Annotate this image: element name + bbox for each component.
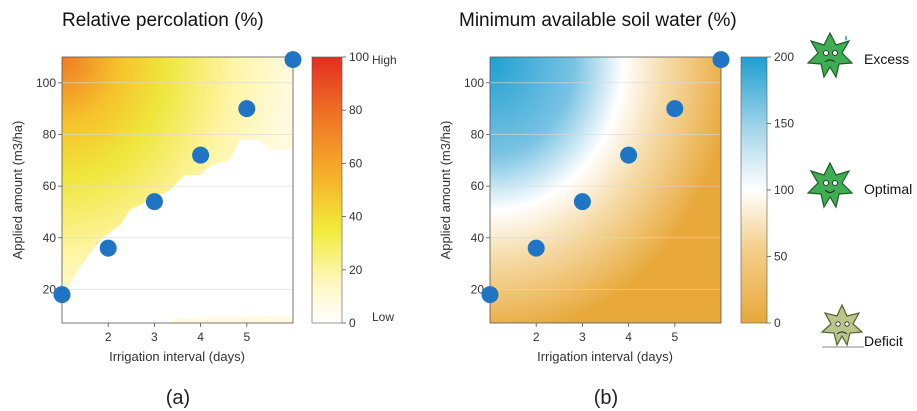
chart-a-bottom-band (170, 316, 293, 323)
chart-b-ticks: 20 40 60 80 100 2 3 4 5 (464, 76, 678, 344)
colorbar-tick-label: 60 (349, 156, 363, 170)
chart-b: Minimum available soil water (%) 2040608… (438, 10, 912, 409)
chart-b-sublabel: (b) (594, 387, 618, 409)
colorbar-tick-label: 50 (774, 250, 788, 264)
leaf-deficit-icon (820, 303, 864, 348)
data-point (620, 146, 638, 164)
chart-a: Relative percolation (%) 20 40 60 80 100 2 3 4 5… (10, 10, 397, 409)
chart-a-points (53, 51, 302, 304)
chart-a-sublabel: (a) (166, 387, 190, 409)
data-point (238, 100, 256, 118)
chart-a-colorbar-high: High (372, 53, 397, 67)
x-tick-label: 4 (625, 330, 632, 344)
chart-a-colorbar-ticks: 0 20 40 60 80 100 (342, 50, 369, 330)
chart-b-colorbar (740, 56, 768, 324)
x-tick-label: 5 (671, 330, 678, 344)
data-point (712, 51, 730, 69)
y-tick-label: 80 (43, 127, 57, 141)
chart-a-colorbar-low: Low (372, 310, 394, 324)
x-tick-label: 3 (151, 330, 158, 344)
chart-a-grid (62, 82, 293, 290)
condition-deficit-label: Deficit (864, 333, 903, 349)
y-tick-label: 80 (471, 127, 485, 141)
chart-a-colorbar (311, 56, 343, 324)
data-point (53, 286, 71, 304)
y-tick-label: 100 (36, 76, 56, 90)
colorbar-tick-label: 100 (774, 183, 794, 197)
colorbar-tick-label: 0 (774, 316, 781, 330)
data-point (527, 239, 545, 257)
chart-a-frame (61, 56, 294, 324)
colorbar-tick-label: 20 (349, 263, 363, 277)
chart-a-low-region (62, 140, 293, 323)
data-point (573, 193, 591, 211)
leaf-excess-icon (806, 31, 854, 79)
condition-excess-label: Excess (864, 51, 909, 67)
colorbar-tick-label: 100 (349, 50, 369, 64)
chart-b-colorbar-ticks: 0 50 100 150 200 (767, 50, 794, 330)
x-tick-label: 5 (243, 330, 250, 344)
chart-b-xlabel: Irrigation interval (days) (537, 349, 673, 364)
y-tick-label: 20 (43, 282, 57, 296)
data-point (284, 51, 302, 69)
y-tick-label: 40 (471, 231, 485, 245)
data-point (192, 146, 210, 164)
chart-a-title: Relative percolation (%) (62, 10, 264, 31)
condition-optimal-label: Optimal (864, 181, 912, 197)
colorbar-tick-label: 150 (774, 117, 794, 131)
data-point (666, 100, 684, 118)
chart-b-ylabel: Applied amount (m3/ha) (438, 121, 453, 260)
chart-a-ticks: 20 40 60 80 100 2 3 4 5 (36, 76, 250, 344)
x-tick-label: 2 (105, 330, 112, 344)
x-tick-label: 4 (197, 330, 204, 344)
y-tick-label: 60 (43, 179, 57, 193)
data-point (481, 286, 499, 304)
chart-b-frame (489, 56, 722, 324)
y-tick-label: 100 (464, 76, 484, 90)
chart-a-ylabel: Applied amount (m3/ha) (10, 121, 25, 260)
colorbar-tick-label: 200 (774, 50, 794, 64)
y-tick-label: 40 (43, 231, 57, 245)
colorbar-tick-label: 80 (349, 103, 363, 117)
x-tick-label: 2 (533, 330, 540, 344)
colorbar-tick-label: 0 (349, 316, 356, 330)
data-point (145, 193, 163, 211)
leaf-optimal-icon (806, 161, 854, 209)
data-point (99, 239, 117, 257)
chart-a-field (62, 57, 293, 323)
chart-b-heat-region (490, 57, 721, 323)
chart-b-grid (490, 82, 721, 290)
chart-b-field (490, 57, 721, 323)
chart-b-title: Minimum available soil water (%) (459, 10, 737, 31)
y-tick-label: 60 (471, 179, 485, 193)
colorbar-tick-label: 40 (349, 210, 363, 224)
y-tick-label: 20 (471, 282, 485, 296)
chart-a-xlabel: Irrigation interval (days) (109, 349, 245, 364)
chart-b-points (481, 51, 730, 304)
x-tick-label: 3 (579, 330, 586, 344)
